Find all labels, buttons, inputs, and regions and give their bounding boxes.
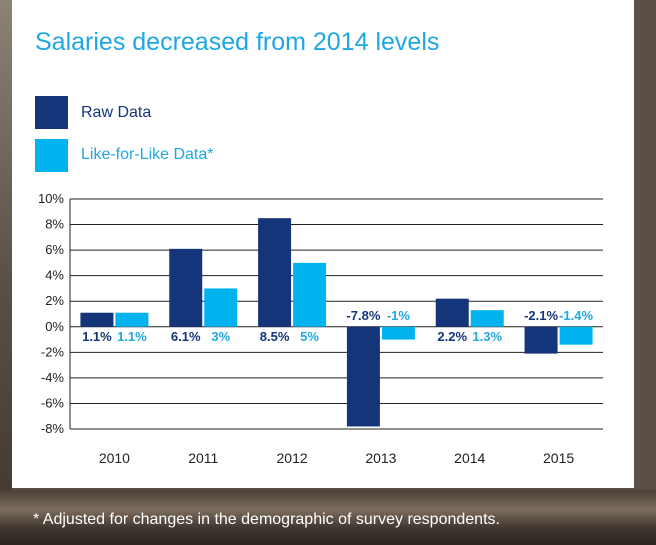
y-tick-label: 6% xyxy=(45,242,64,257)
data-label-raw-2014: 2.2% xyxy=(437,329,467,344)
data-label-raw-2010: 1.1% xyxy=(82,329,112,344)
data-label-like-2013: -1% xyxy=(387,308,411,323)
data-label-like-2014: 1.3% xyxy=(472,329,502,344)
y-tick-label: 0% xyxy=(45,319,64,334)
bar-chart: 10% 8% 6% 4% 2% 0% -2% -4% -6% -8% 1.1% 1.1% 2010 6.1… xyxy=(38,191,603,466)
bar-raw-2015 xyxy=(524,326,558,354)
footnote: * Adjusted for changes in the demographi… xyxy=(33,511,500,528)
bar-like-2013 xyxy=(381,326,415,340)
y-tick-label: -8% xyxy=(41,421,65,436)
data-label-like-2011: 3% xyxy=(211,329,230,344)
x-tick-label: 2015 xyxy=(543,450,574,466)
data-label-like-2010: 1.1% xyxy=(117,329,147,344)
y-tick-label: -4% xyxy=(41,370,65,385)
bar-like-2011 xyxy=(204,288,238,327)
legend-label-raw: Raw Data xyxy=(81,104,152,121)
bar-raw-2011 xyxy=(169,248,203,327)
bar-raw-2013 xyxy=(346,326,380,427)
legend-swatch-like xyxy=(35,139,68,172)
bar-raw-2012 xyxy=(258,218,292,327)
x-tick-label: 2012 xyxy=(277,450,308,466)
y-tick-label: -2% xyxy=(41,344,65,359)
bar-like-2010 xyxy=(115,312,149,327)
legend-swatch-raw xyxy=(35,96,68,129)
bar-like-2015 xyxy=(559,326,593,345)
y-tick-label: -6% xyxy=(41,395,65,410)
bar-like-2014 xyxy=(470,310,504,327)
y-tick-label: 8% xyxy=(45,217,64,232)
bar-raw-2014 xyxy=(435,298,469,327)
x-tick-label: 2011 xyxy=(188,450,218,466)
legend-label-like: Like-for-Like Data* xyxy=(81,146,214,163)
chart-title: Salaries decreased from 2014 levels xyxy=(35,28,440,56)
data-label-raw-2012: 8.5% xyxy=(260,329,290,344)
data-label-raw-2013: -7.8% xyxy=(346,308,380,323)
bar-like-2012 xyxy=(293,262,327,327)
bar-raw-2010 xyxy=(80,312,114,327)
x-tick-label: 2010 xyxy=(99,450,130,466)
chart-panel xyxy=(12,0,634,488)
data-label-like-2012: 5% xyxy=(300,329,319,344)
data-label-raw-2015: -2.1% xyxy=(524,308,558,323)
data-label-like-2015: -1.4% xyxy=(559,308,593,323)
data-label-raw-2011: 6.1% xyxy=(171,329,201,344)
background-edge xyxy=(0,0,12,545)
background-photo-strip xyxy=(0,490,656,545)
y-tick-label: 4% xyxy=(45,268,64,283)
x-tick-label: 2013 xyxy=(365,450,396,466)
x-tick-label: 2014 xyxy=(454,450,485,466)
y-tick-label: 2% xyxy=(45,293,64,308)
y-tick-label: 10% xyxy=(38,191,64,206)
